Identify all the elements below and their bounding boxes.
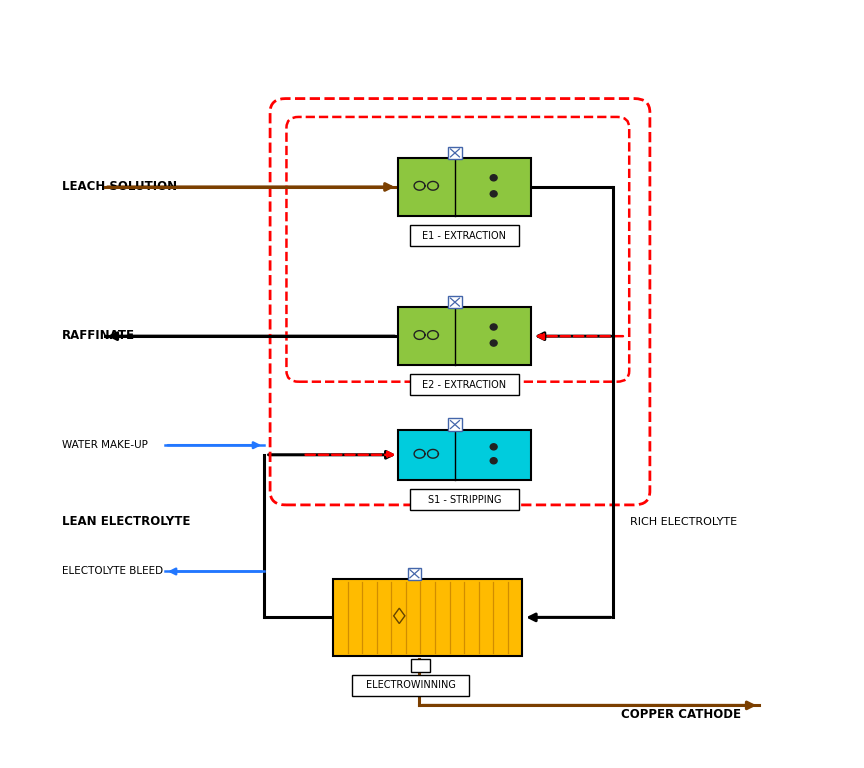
Text: LEAN ELECTROLYTE: LEAN ELECTROLYTE (61, 515, 190, 528)
Bar (410, 489, 519, 510)
Bar (448, 296, 462, 308)
Bar (333, 579, 523, 656)
Text: ELECTOLYTE BLEED: ELECTOLYTE BLEED (61, 567, 162, 577)
Text: S1 - STRIPPING: S1 - STRIPPING (428, 495, 501, 505)
Circle shape (490, 324, 497, 330)
Circle shape (490, 174, 497, 180)
Text: ELECTROWINNING: ELECTROWINNING (365, 680, 455, 690)
Bar (410, 660, 429, 673)
Bar (397, 430, 531, 480)
Text: COPPER CATHODE: COPPER CATHODE (621, 708, 741, 721)
Text: LEACH SOLUTION: LEACH SOLUTION (61, 180, 177, 193)
Bar (408, 568, 422, 580)
Text: RICH ELECTROLYTE: RICH ELECTROLYTE (630, 517, 737, 527)
Bar (397, 158, 531, 216)
Bar (397, 307, 531, 365)
Circle shape (490, 340, 497, 346)
Text: WATER MAKE-UP: WATER MAKE-UP (61, 440, 148, 450)
Bar (410, 225, 519, 247)
Bar (448, 419, 462, 431)
Bar (448, 147, 462, 159)
Bar (352, 675, 469, 697)
Text: E2 - EXTRACTION: E2 - EXTRACTION (422, 379, 506, 390)
Text: E1 - EXTRACTION: E1 - EXTRACTION (422, 230, 506, 240)
Circle shape (490, 190, 497, 197)
Bar (410, 374, 519, 396)
Circle shape (490, 458, 497, 464)
Text: RAFFINATE: RAFFINATE (61, 329, 135, 343)
Circle shape (490, 444, 497, 450)
